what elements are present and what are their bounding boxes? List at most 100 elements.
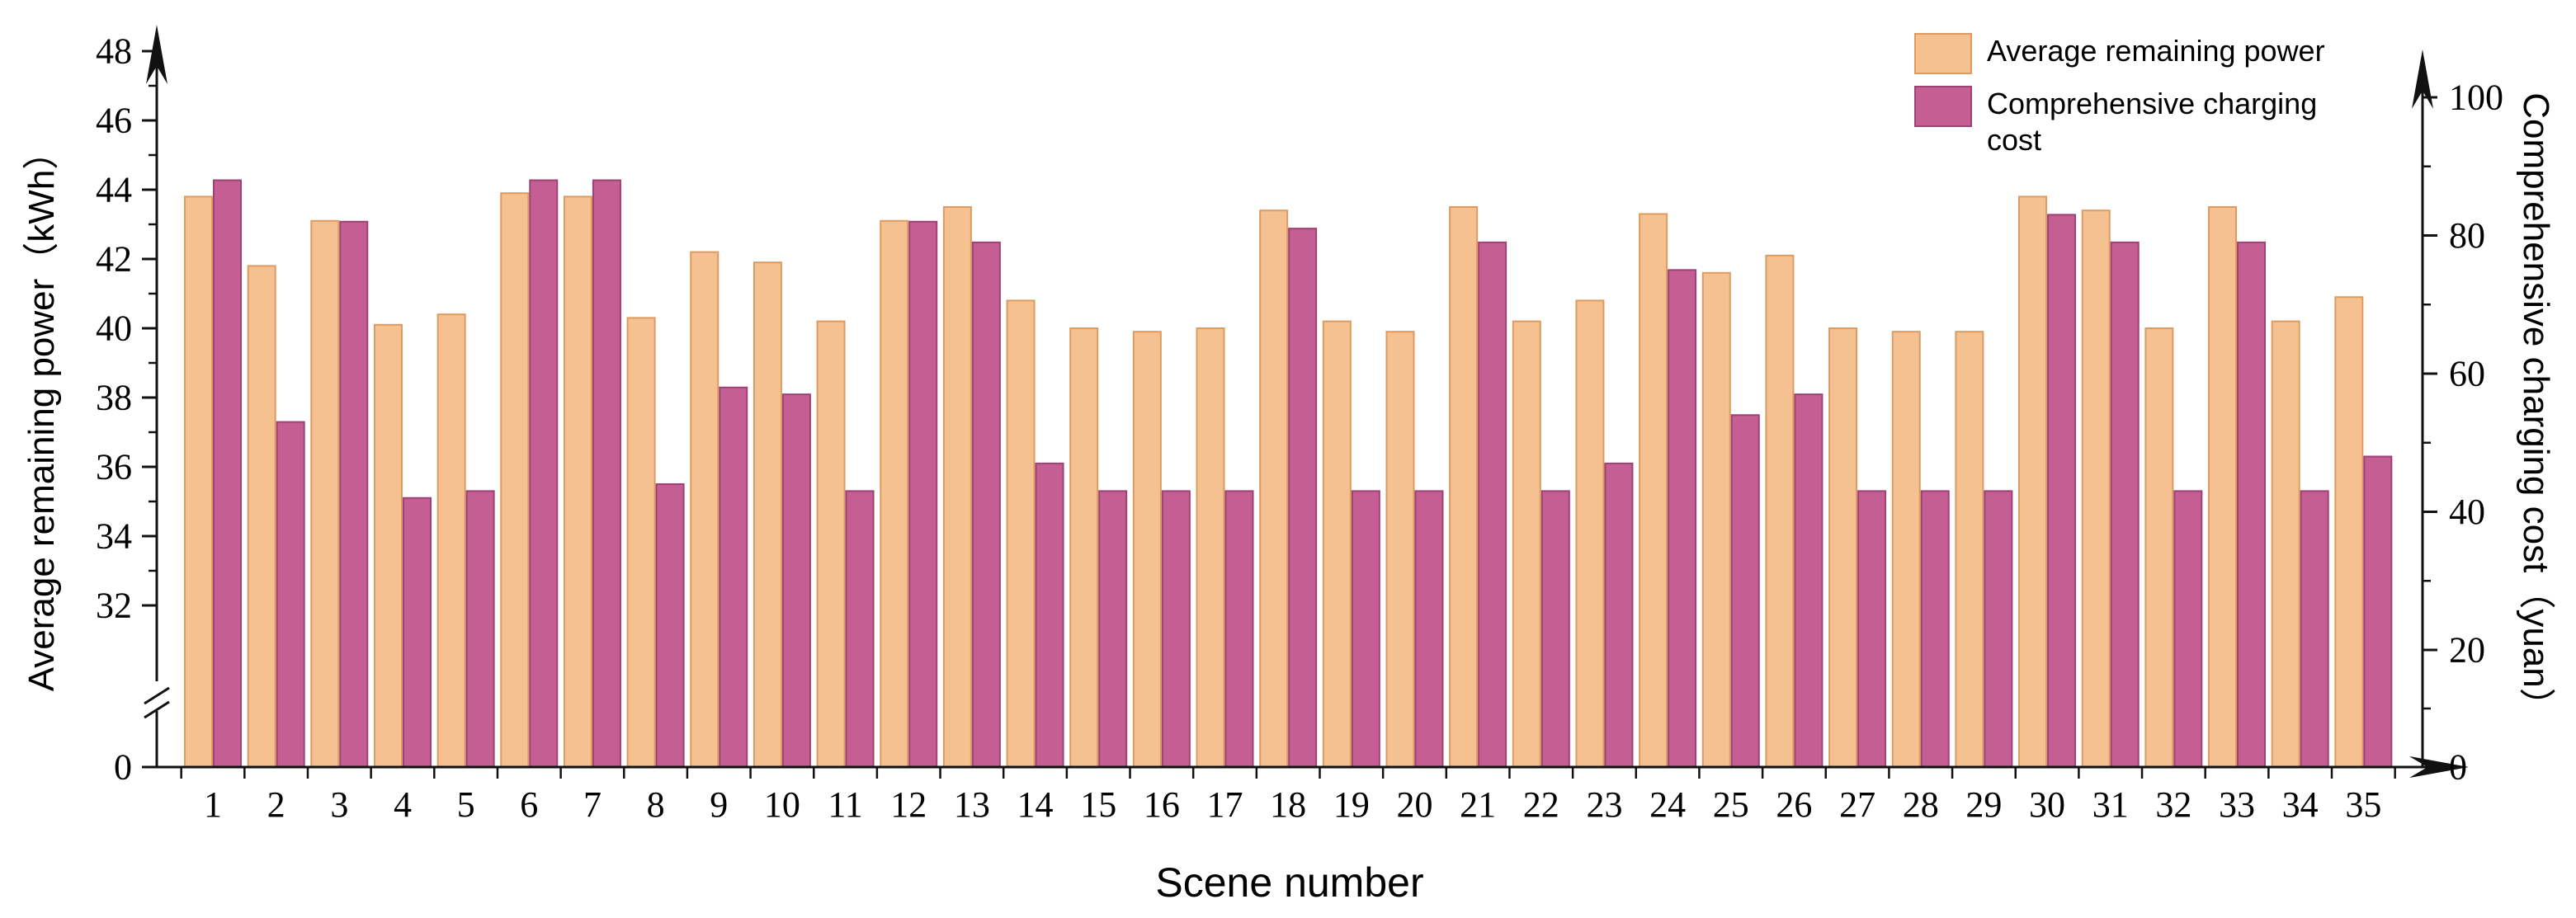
bar-cost-scene-17	[1224, 490, 1254, 768]
bar-cost-scene-14	[1035, 462, 1064, 768]
bar-cost-scene-23	[1604, 462, 1634, 768]
bar-power-scene-6	[500, 192, 530, 768]
bar-cost-scene-21	[1478, 241, 1507, 768]
x-axis-tick-label: 7	[583, 784, 602, 825]
bar-cost-scene-20	[1414, 490, 1444, 768]
bar-power-scene-28	[1891, 331, 1921, 768]
left-axis-tick-label: 0	[114, 747, 132, 788]
x-axis-tick-label: 16	[1144, 784, 1180, 825]
bar-cost-scene-32	[2173, 490, 2203, 768]
legend-item-power: Average remaining power	[1914, 33, 2350, 74]
x-axis-tick-label: 34	[2282, 784, 2319, 825]
x-axis-tick-label: 3	[330, 784, 348, 825]
x-axis-tick-label: 27	[1839, 784, 1875, 825]
x-axis-tick-label: 29	[1965, 784, 2002, 825]
bar-power-scene-4	[373, 323, 403, 768]
bar-cost-scene-16	[1161, 490, 1191, 768]
bar-power-scene-8	[626, 317, 656, 768]
x-axis-tick-label: 33	[2219, 784, 2255, 825]
bar-power-scene-1	[184, 195, 213, 768]
x-axis-tick-label: 21	[1460, 784, 1496, 825]
x-axis-tick-label: 25	[1713, 784, 1749, 825]
left-axis-break-mark	[144, 686, 170, 705]
left-axis-tick-label: 38	[96, 378, 132, 418]
bar-cost-scene-9	[719, 386, 748, 768]
bar-cost-scene-2	[276, 421, 305, 768]
bar-power-scene-33	[2208, 206, 2238, 768]
legend-label-power: Average remaining power	[1987, 34, 2325, 68]
bar-cost-scene-28	[1920, 490, 1950, 768]
bar-cost-scene-24	[1668, 269, 1697, 768]
bar-power-scene-21	[1449, 206, 1479, 768]
bar-cost-scene-6	[529, 179, 559, 768]
x-axis-tick-label: 30	[2029, 784, 2065, 825]
bar-power-scene-35	[2334, 296, 2364, 768]
x-axis-tick-label: 4	[394, 784, 412, 825]
left-axis-tick-label: 40	[96, 308, 132, 349]
legend: Average remaining power Comprehensive ch…	[1914, 33, 2350, 158]
bar-power-scene-11	[816, 320, 846, 769]
bar-power-scene-10	[753, 261, 782, 768]
bar-cost-scene-10	[781, 393, 811, 768]
bar-cost-scene-33	[2237, 241, 2267, 768]
x-axis-tick-label: 19	[1333, 784, 1370, 825]
bar-cost-scene-8	[655, 483, 685, 768]
left-axis-break-mark	[144, 700, 170, 719]
bar-power-scene-22	[1512, 320, 1541, 769]
bar-power-scene-7	[563, 195, 592, 768]
bar-power-scene-25	[1701, 271, 1731, 768]
legend-label-cost: Comprehensive charging cost	[1987, 87, 2318, 157]
bar-power-scene-15	[1069, 327, 1099, 768]
x-axis-arrow	[2409, 756, 2469, 778]
x-axis-title: Scene number	[1155, 859, 1424, 906]
left-axis-tick-label: 42	[96, 239, 132, 280]
x-axis-tick-label: 10	[764, 784, 800, 825]
left-axis-tick-label: 36	[96, 447, 132, 487]
bar-power-scene-5	[436, 313, 466, 768]
left-axis-tick-label: 48	[96, 31, 132, 72]
bar-cost-scene-29	[1984, 490, 2013, 768]
left-axis-tick-label: 44	[96, 170, 132, 210]
x-axis-tick-label: 23	[1586, 784, 1622, 825]
bar-power-scene-30	[2018, 195, 2048, 768]
bar-cost-scene-18	[1288, 228, 1318, 768]
x-axis-tick-label: 9	[710, 784, 728, 825]
left-axis-tick-label: 32	[96, 586, 132, 626]
bar-cost-scene-11	[845, 490, 875, 768]
bar-power-scene-3	[310, 219, 340, 768]
x-axis-tick-label: 24	[1649, 784, 1686, 825]
bar-power-scene-17	[1196, 327, 1225, 768]
x-axis-tick-label: 5	[457, 784, 475, 825]
bar-cost-scene-7	[592, 179, 621, 768]
left-axis-title: Average remaining power（kWh）	[21, 133, 62, 692]
right-axis-title: Comprehensive charging cost（yuan）	[2516, 92, 2556, 724]
x-axis-tick-label: 14	[1017, 784, 1054, 825]
bar-cost-scene-34	[2300, 490, 2329, 768]
right-axis-tick-label: 60	[2449, 354, 2485, 394]
x-axis-tick-label: 22	[1523, 784, 1559, 825]
x-axis-tick-label: 20	[1396, 784, 1432, 825]
right-axis-tick-label: 20	[2449, 630, 2485, 671]
bar-power-scene-31	[2081, 209, 2111, 768]
bar-cost-scene-15	[1098, 490, 1128, 768]
bar-cost-scene-31	[2110, 241, 2140, 768]
bar-power-scene-9	[690, 251, 719, 769]
left-axis-tick-label: 34	[96, 516, 132, 557]
x-axis-tick-label: 13	[954, 784, 990, 825]
bar-power-scene-20	[1385, 331, 1415, 768]
bar-power-scene-13	[942, 206, 972, 768]
bar-power-scene-29	[1955, 331, 1984, 768]
bar-cost-scene-13	[971, 241, 1001, 768]
x-axis-tick-label: 6	[520, 784, 538, 825]
left-axis-arrow	[146, 25, 167, 84]
x-axis-tick-label: 31	[2092, 784, 2129, 825]
x-axis-tick-label: 15	[1080, 784, 1116, 825]
right-axis-tick-label: 100	[2449, 78, 2503, 118]
bar-cost-scene-26	[1794, 393, 1823, 768]
x-axis-tick-label: 2	[267, 784, 285, 825]
x-axis-tick-label: 35	[2345, 784, 2381, 825]
right-axis-tick-label: 0	[2449, 747, 2467, 788]
bar-power-scene-34	[2271, 320, 2300, 769]
bar-cost-scene-30	[2047, 214, 2077, 768]
